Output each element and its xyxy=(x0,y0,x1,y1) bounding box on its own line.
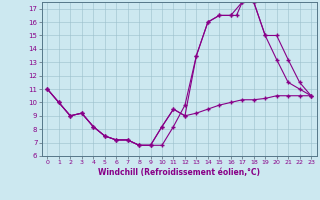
X-axis label: Windchill (Refroidissement éolien,°C): Windchill (Refroidissement éolien,°C) xyxy=(98,168,260,177)
